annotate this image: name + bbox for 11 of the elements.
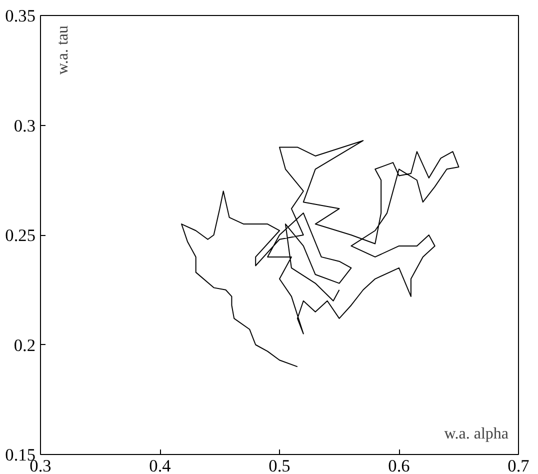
x-tick-label: 0.7 (508, 456, 530, 474)
y-tick-label: 0.3 (14, 116, 36, 136)
y-tick-label: 0.35 (5, 6, 36, 26)
x-tick-label: 0.6 (388, 456, 410, 474)
y-tick-label: 0.2 (14, 336, 36, 355)
y-tick-label: 0.25 (5, 226, 36, 245)
x-axis-title: w.a. alpha (444, 426, 508, 442)
x-tick-label: 0.5 (268, 456, 290, 474)
line-series (181, 140, 460, 368)
x-tick-label: 0.4 (149, 456, 172, 474)
y-axis-title: w.a. tau (54, 25, 72, 75)
